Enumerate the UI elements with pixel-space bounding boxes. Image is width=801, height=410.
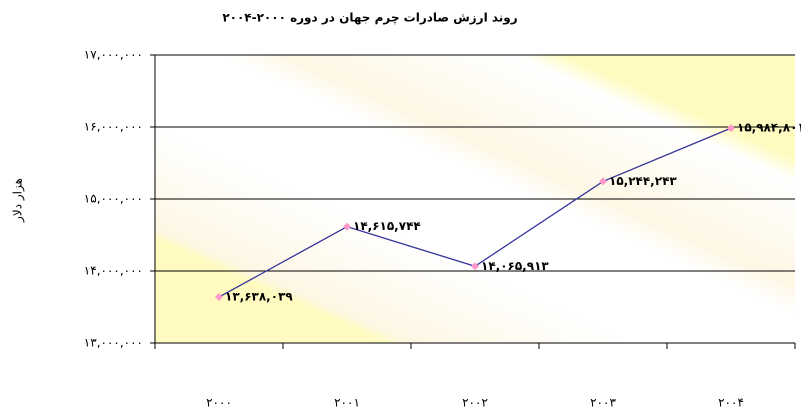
chart-title: روند ارزش صادرات چرم جهان در دوره ۲۰۰۰-۲… xyxy=(222,11,517,26)
x-tick-label: ۲۰۰۳ xyxy=(590,396,616,410)
y-axis-label: هزار دلار xyxy=(11,178,26,223)
y-tick-label: ۱۳,۰۰۰,۰۰۰ xyxy=(84,336,143,350)
data-label: ۱۵,۹۸۴,۸۰۱ xyxy=(737,121,801,135)
y-tick-label: ۱۵,۰۰۰,۰۰۰ xyxy=(84,192,143,206)
y-tick-label: ۱۶,۰۰۰,۰۰۰ xyxy=(84,120,143,134)
data-label: ۱۴,۰۶۵,۹۱۳ xyxy=(481,259,549,273)
marker xyxy=(599,177,607,186)
x-tick-label: ۲۰۰۰ xyxy=(206,396,232,410)
marker xyxy=(343,222,351,231)
marker xyxy=(215,293,223,302)
data-label: ۱۳,۶۳۸,۰۳۹ xyxy=(225,290,293,304)
x-tick-label: ۲۰۰۴ xyxy=(718,396,744,410)
x-tick-label: ۲۰۰۱ xyxy=(334,396,360,410)
y-tick-label: ۱۴,۰۰۰,۰۰۰ xyxy=(84,264,143,278)
marker xyxy=(727,124,735,133)
data-label: ۱۵,۲۴۴,۲۴۳ xyxy=(609,174,677,188)
data-label: ۱۴,۶۱۵,۷۴۴ xyxy=(353,219,421,233)
marker xyxy=(471,262,479,271)
x-tick-label: ۲۰۰۲ xyxy=(462,396,488,410)
y-tick-label: ۱۷,۰۰۰,۰۰۰ xyxy=(84,48,143,62)
